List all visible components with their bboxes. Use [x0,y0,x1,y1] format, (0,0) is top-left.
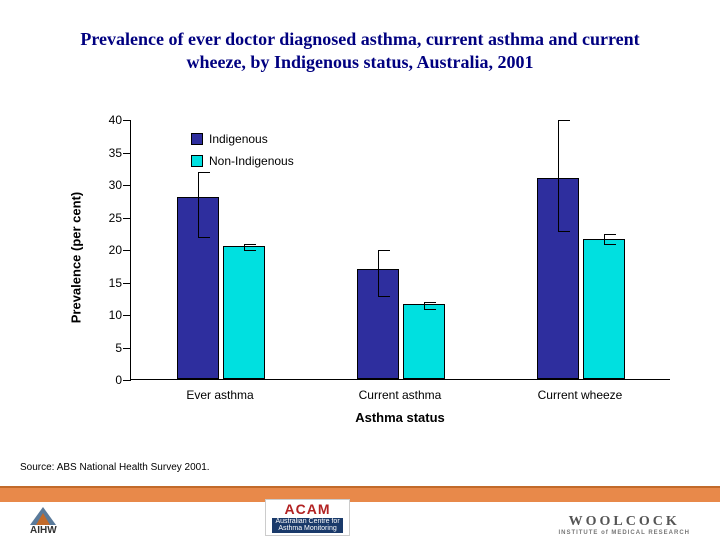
acam-logo-text: ACAM [272,502,342,517]
bar [583,239,625,379]
error-cap [378,250,390,251]
y-tick-label: 0 [92,373,122,387]
acam-logo-sub1: Australian Centre for [272,518,342,526]
error-cap [198,237,210,238]
y-tick [123,283,131,284]
error-cap [558,120,570,121]
source-text: Source: ABS National Health Survey 2001. [20,462,210,473]
y-tick [123,250,131,251]
x-category-label: Current wheeze [510,388,650,402]
y-tick-label: 40 [92,113,122,127]
y-tick-label: 25 [92,211,122,225]
y-tick-label: 15 [92,276,122,290]
acam-logo-sub2: Asthma Monitoring [272,525,342,533]
error-cap [198,172,210,173]
chart-title: Prevalence of ever doctor diagnosed asth… [0,0,720,83]
legend-label: Indigenous [209,132,268,146]
error-cap [424,309,436,310]
bar [223,246,265,379]
x-axis-title: Asthma status [130,410,670,425]
legend-swatch [191,155,203,167]
y-tick [123,348,131,349]
y-tick [123,120,131,121]
y-tick-label: 30 [92,178,122,192]
legend-label: Non-Indigenous [209,154,294,168]
error-cap [604,244,616,245]
y-tick-label: 20 [92,243,122,257]
chart-area: Prevalence (per cent) IndigenousNon-Indi… [85,120,675,430]
error-cap [558,231,570,232]
bar [403,304,445,379]
error-cap [244,250,256,251]
y-tick-label: 35 [92,146,122,160]
woolcock-logo-text: WOOLCOCK [569,514,680,530]
x-category-label: Ever asthma [150,388,290,402]
aihw-logo-text: AIHW [30,525,57,536]
legend-item: Non-Indigenous [191,154,294,168]
error-cap [604,234,616,235]
y-tick [123,153,131,154]
error-bar [604,234,605,244]
acam-logo: ACAM Australian Centre for Asthma Monito… [265,499,349,536]
error-cap [244,244,256,245]
y-tick [123,185,131,186]
x-category-label: Current asthma [330,388,470,402]
legend-swatch [191,133,203,145]
error-bar [198,172,199,237]
legend-item: Indigenous [191,132,294,146]
woolcock-logo-sub: INSTITUTE of MEDICAL RESEARCH [558,530,690,536]
y-axis-label: Prevalence (per cent) [68,192,83,324]
woolcock-logo: WOOLCOCK INSTITUTE of MEDICAL RESEARCH [558,514,690,536]
error-cap [424,302,436,303]
plot-region: IndigenousNon-Indigenous 051015202530354… [130,120,670,380]
y-tick [123,380,131,381]
aihw-logo-icon [30,507,56,525]
y-tick [123,218,131,219]
y-tick-label: 5 [92,341,122,355]
y-tick [123,315,131,316]
error-bar [558,120,559,231]
aihw-logo: AIHW [30,507,57,536]
legend: Indigenous Non-Indigenous [191,132,294,176]
error-bar [378,250,379,296]
error-cap [378,296,390,297]
y-tick-label: 10 [92,308,122,322]
footer-bar: AIHW ACAM Australian Centre for Asthma M… [0,486,720,540]
